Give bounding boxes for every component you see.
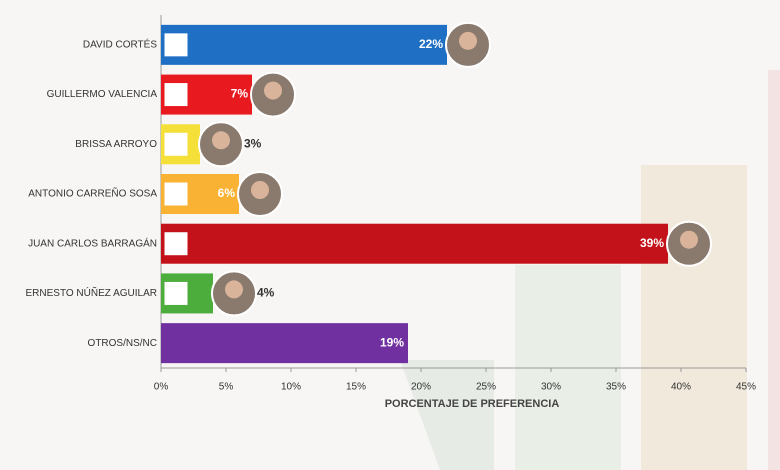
party-logo [163,181,189,207]
value-label: 22% [419,37,443,51]
candidate-photo-face [212,131,230,150]
bar [161,323,408,364]
x-tick-label: 40% [671,382,691,393]
x-tick-label: 25% [476,382,496,393]
candidate-photo-face [251,181,269,199]
candidate-photo-face [225,280,243,299]
x-tick-label: 20% [411,382,431,393]
party-logo [163,280,189,306]
party-logo [163,32,189,58]
bar [161,24,447,65]
y-tick-label: ERNESTO NÚÑEZ AGUILAR [25,286,157,299]
x-tick-label: 5% [219,382,234,393]
candidate-photo-face [264,81,282,100]
party-logo [163,82,189,108]
x-axis-title: PORCENTAJE DE PREFERENCIA [385,398,560,410]
y-tick-label: JUAN CARLOS BARRAGÁN [28,236,157,249]
candidate-photo-face [680,230,698,249]
y-tick-label: ANTONIO CARREÑO SOSA [28,187,157,200]
x-tick-label: 15% [346,382,366,393]
bar [161,223,668,264]
x-tick-label: 35% [606,382,626,393]
y-tick-label: OTROS/NS/NC [88,338,157,349]
candidate-photo-face [459,31,477,50]
party-logo [163,131,189,157]
value-label: 6% [218,186,236,200]
x-tick-label: 0% [154,382,169,393]
decor [400,360,494,470]
x-tick-label: 30% [541,382,561,393]
value-label: 19% [380,335,404,349]
decor [768,70,780,470]
value-label: 39% [640,236,664,250]
value-label: 7% [231,87,249,101]
party-logo [163,231,189,257]
y-tick-label: DAVID CORTÉS [83,37,157,50]
y-tick-label: BRISSA ARROYO [75,139,157,150]
value-label: 3% [244,136,262,150]
x-tick-label: 10% [281,382,301,393]
decor [641,165,747,470]
value-label: 4% [257,286,275,300]
x-tick-label: 45% [736,382,756,393]
y-tick-label: GUILLERMO VALENCIA [47,89,158,100]
